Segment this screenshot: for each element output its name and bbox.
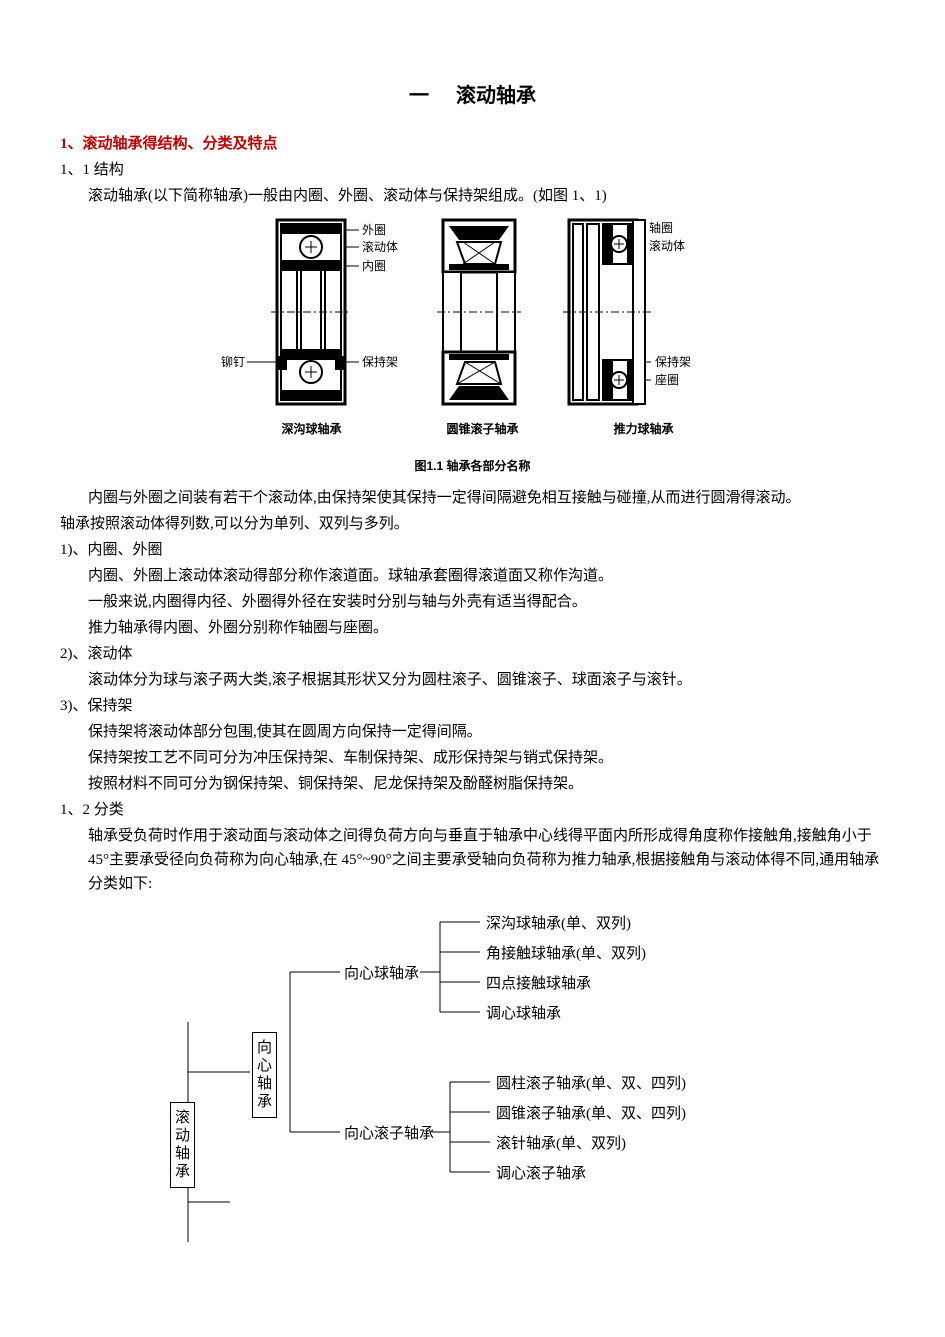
label-seat-ring: 座圈 — [655, 372, 679, 387]
label-rivet: 铆钉 — [220, 354, 244, 369]
sub-1-b: 一般来说,内圈得内径、外圈得外径在安装时分别与轴与外壳有适当得配合。 — [60, 590, 885, 614]
para-body: 内圈与外圈之间装有若干个滚动体,由保持架使其保持一定得间隔避免相互接触与碰撞,从… — [60, 486, 885, 510]
classification-tree: 滚 动 轴 承 向 心 轴 承 向心球轴承 向心滚子轴承 深沟球轴承(单、双列)… — [140, 902, 840, 1242]
tree-root-char-1: 滚 — [175, 1109, 190, 1127]
caption-tapered: 圆锥滚子轴承 — [446, 420, 518, 439]
tree-branch1-box: 向 心 轴 承 — [252, 1032, 277, 1118]
tree-leaf-ball-1: 角接触球轴承(单、双列) — [486, 942, 646, 966]
tree-leaf-ball-3: 调心球轴承 — [486, 1002, 561, 1026]
heading-1-1: 1、1 结构 — [60, 158, 885, 182]
sub-1-head: 1)、内圈、外圈 — [60, 538, 885, 562]
label-inner: 内圈 — [362, 259, 386, 273]
para-1-2: 轴承受负荷时作用于滚动面与滚动体之间得负荷方向与垂直于轴承中心线得平面内所形成得… — [60, 824, 885, 896]
tree-branch1-char-4: 承 — [257, 1093, 272, 1111]
bearing-tapered-roller: 圆锥滚子轴承 — [433, 216, 533, 439]
tree-leaf-roller-2: 滚针轴承(单、双列) — [496, 1132, 626, 1156]
label-roller-2: 滚动体 — [649, 238, 685, 253]
label-shaft-ring: 轴圈 — [649, 220, 673, 235]
tree-leaf-roller-3: 调心滚子轴承 — [496, 1162, 586, 1186]
chapter-number: 一 — [409, 85, 431, 107]
bearing-deep-groove: 铆钉 外圈 滚动体 内圈 保持架 — [207, 216, 417, 439]
tree-leaf-roller-0: 圆柱滚子轴承(单、双、四列) — [496, 1072, 686, 1096]
chapter-title: 一 滚动轴承 — [60, 80, 885, 112]
section-1-head: 1、滚动轴承得结构、分类及特点 — [60, 132, 885, 156]
tree-node-roller: 向心滚子轴承 — [344, 1122, 434, 1146]
bearing-thrust-ball: 轴圈 滚动体 保持架 座圈 — [549, 216, 739, 439]
heading-1-2: 1、2 分类 — [60, 798, 885, 822]
chapter-title-text: 滚动轴承 — [456, 85, 536, 107]
tree-leaf-roller-1: 圆锥滚子轴承(单、双、四列) — [496, 1102, 686, 1126]
caption-thrust: 推力球轴承 — [613, 420, 673, 439]
label-cage: 保持架 — [362, 354, 398, 369]
sub-3-c: 按照材料不同可分为钢保持架、铜保持架、尼龙保持架及酚醛树脂保持架。 — [60, 772, 885, 796]
figure-caption: 图1.1 轴承各部分名称 — [193, 457, 753, 476]
sub-1-a: 内圈、外圈上滚动体滚动得部分称作滚道面。球轴承套圈得滚道面又称作沟道。 — [60, 564, 885, 588]
bearing-thrust-svg: 轴圈 滚动体 保持架 座圈 — [549, 216, 739, 416]
tree-branch1-char-3: 轴 — [257, 1075, 272, 1093]
tree-branch1-char-2: 心 — [257, 1057, 272, 1075]
figure-1-1: 铆钉 外圈 滚动体 内圈 保持架 — [193, 216, 753, 476]
tree-node-ball: 向心球轴承 — [344, 962, 419, 986]
sub-2-a: 滚动体分为球与滚子两大类,滚子根据其形状又分为圆柱滚子、圆锥滚子、球面滚子与滚针… — [60, 668, 885, 692]
tree-root-char-3: 轴 — [175, 1145, 190, 1163]
tree-root-char-2: 动 — [175, 1127, 190, 1145]
bearing-tapered-svg — [433, 216, 533, 416]
tree-branch1-char-1: 向 — [257, 1039, 272, 1057]
caption-deep-groove: 深沟球轴承 — [281, 420, 341, 439]
sub-3-a: 保持架将滚动体部分包围,使其在圆周方向保持一定得间隔。 — [60, 720, 885, 744]
label-roller: 滚动体 — [362, 239, 398, 254]
sub-1-c: 推力轴承得内圈、外圈分别称作轴圈与座圈。 — [60, 616, 885, 640]
tree-leaf-ball-2: 四点接触球轴承 — [486, 972, 591, 996]
sub-3-head: 3)、保持架 — [60, 694, 885, 718]
sub-3-b: 保持架按工艺不同可分为冲压保持架、车制保持架、成形保持架与销式保持架。 — [60, 746, 885, 770]
bearing-deep-groove-svg: 铆钉 外圈 滚动体 内圈 保持架 — [207, 216, 417, 416]
label-cage-2: 保持架 — [655, 354, 691, 369]
para-intro: 滚动轴承(以下简称轴承)一般由内圈、外圈、滚动体与保持架组成。(如图 1、1) — [60, 184, 885, 208]
tree-leaf-ball-0: 深沟球轴承(单、双列) — [486, 912, 631, 936]
tree-root-char-4: 承 — [175, 1163, 190, 1181]
sub-2-head: 2)、滚动体 — [60, 642, 885, 666]
para-rows: 轴承按照滚动体得列数,可以分为单列、双列与多列。 — [60, 512, 885, 536]
label-outer: 外圈 — [362, 223, 386, 237]
tree-root-box: 滚 动 轴 承 — [170, 1102, 195, 1188]
